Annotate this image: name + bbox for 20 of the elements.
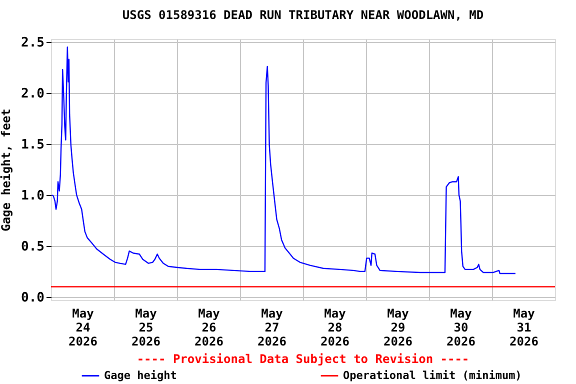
line-series — [51, 46, 516, 274]
x-tick-label: May 24 2026 — [68, 306, 98, 348]
y-tick-label: 1.5 — [21, 138, 44, 153]
x-tick-label: May 31 2026 — [510, 306, 538, 348]
chart-title: USGS 01589316 DEAD RUN TRIBUTARY NEAR WOODLAWN, MD — [122, 8, 484, 22]
y-tick-label: 0.5 — [21, 239, 44, 254]
y-tick-label: 0.0 — [21, 290, 45, 306]
x-tick-label: May 27 2026 — [258, 306, 286, 348]
y-tick-label: 1.0 — [21, 188, 45, 204]
x-tick-label: May 29 2026 — [384, 306, 412, 348]
text: ---- Provisional Data Subject to Revision ---- — [136, 352, 470, 366]
x-tick-label: May 26 2026 — [194, 306, 224, 348]
legend-label: Gage height — [104, 368, 177, 382]
x-tick-label: May 30 2026 — [446, 306, 476, 348]
y-tick-label: 2.5 — [21, 36, 44, 51]
y-axis-title: Gage height, feet — [0, 108, 14, 232]
x-tick-label: May 28 2026 — [320, 306, 350, 348]
x-tick-label: May 25 2026 — [132, 306, 160, 348]
y-tick-label: 2.0 — [21, 86, 45, 102]
legend-label: Operational limit (minimum) — [343, 368, 522, 382]
